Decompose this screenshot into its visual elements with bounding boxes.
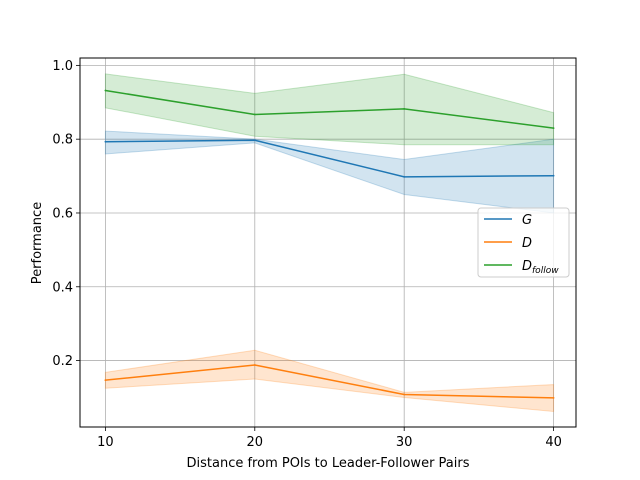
point-D [403,393,406,396]
point-G [403,175,406,178]
series-lines [104,89,555,399]
x-tick-label: 20 [247,435,264,450]
band-D [104,349,555,413]
x-tick-label: 40 [545,435,562,450]
legend-main-D: D [522,236,532,251]
band-D_follow [104,73,555,146]
point-D_follow [253,113,256,116]
line-D [105,364,554,399]
point-D [253,364,256,366]
legend-main-D_follow: D [522,259,532,274]
y-tick-label: 1.0 [52,59,73,74]
point-D [552,396,555,399]
legend-subscript-D_follow: follow [532,266,559,276]
y-tick-label: 0.4 [52,280,73,295]
point-D_follow [403,108,406,110]
legend-box [477,207,570,278]
y-tick-label: 0.6 [52,206,73,221]
line-G [105,139,554,178]
legend-main-G: G [522,213,532,228]
legend-label-G: G [522,213,532,228]
x-tick-label: 30 [396,435,413,450]
point-D_follow [552,127,555,130]
point-D_follow [104,89,107,92]
confidence-bands [104,73,555,413]
point-D [104,379,107,382]
x-tick-label: 10 [97,435,114,450]
y-axis-label: Performance [30,202,45,284]
y-tick-label: 0.2 [52,354,73,369]
x-axis-label: Distance from POIs to Leader-Follower Pa… [187,456,470,471]
point-G [552,174,555,177]
legend-label-D_follow: Dfollow [522,259,559,276]
plot-area-frame [79,57,577,428]
line-D_follow [105,89,554,129]
y-tick-label: 0.8 [52,133,73,148]
point-G [253,139,256,142]
point-G [104,140,107,143]
legend-label-D: D [522,236,532,251]
grid-lines [80,58,576,427]
axis-ticks: 10 20 30 40 0.2 0.4 0.6 0.8 1.0 [52,59,562,450]
